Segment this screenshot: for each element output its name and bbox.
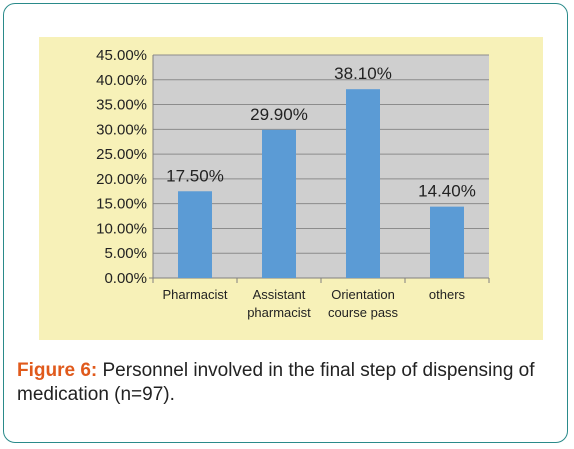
caption-text: Personnel involved in the final step of … — [17, 360, 535, 405]
data-label: 17.50% — [166, 166, 224, 185]
figure-caption: Figure 6: Personnel involved in the fina… — [17, 359, 565, 407]
data-label: 38.10% — [334, 64, 392, 83]
bar — [430, 206, 464, 278]
y-tick-label: 30.00% — [96, 121, 147, 138]
bar — [346, 89, 380, 278]
x-tick-label: Assistant — [253, 287, 306, 302]
x-tick-label: course pass — [328, 305, 399, 320]
y-tick-label: 45.00% — [96, 47, 147, 64]
y-tick-label: 20.00% — [96, 171, 147, 188]
figure-frame: 0.00% 5.00% 10.00% 15.00% 20.00% 25.00% 30.00%… — [3, 3, 568, 443]
bar — [262, 129, 296, 278]
caption-label: Figure 6: — [17, 360, 98, 381]
y-tick-label: 10.00% — [96, 220, 147, 237]
data-label: 29.90% — [250, 105, 308, 124]
y-tick-label: 25.00% — [96, 146, 147, 163]
y-tick-label: 5.00% — [104, 245, 147, 262]
y-tick-label: 35.00% — [96, 97, 147, 114]
chart-panel: 0.00% 5.00% 10.00% 15.00% 20.00% 25.00% 30.00%… — [39, 37, 543, 340]
y-tick-label: 40.00% — [96, 72, 147, 89]
y-tick-label: 0.00% — [104, 270, 147, 287]
x-tick-label: others — [429, 287, 466, 302]
bar-chart: 0.00% 5.00% 10.00% 15.00% 20.00% 25.00% 30.00%… — [96, 47, 490, 320]
y-tick-label: 15.00% — [96, 196, 147, 213]
x-tick-label: Orientation — [331, 287, 395, 302]
x-tick-label: pharmacist — [247, 305, 311, 320]
data-label: 14.40% — [418, 182, 476, 201]
x-tick-label: Pharmacist — [162, 287, 227, 302]
bar — [178, 191, 212, 278]
